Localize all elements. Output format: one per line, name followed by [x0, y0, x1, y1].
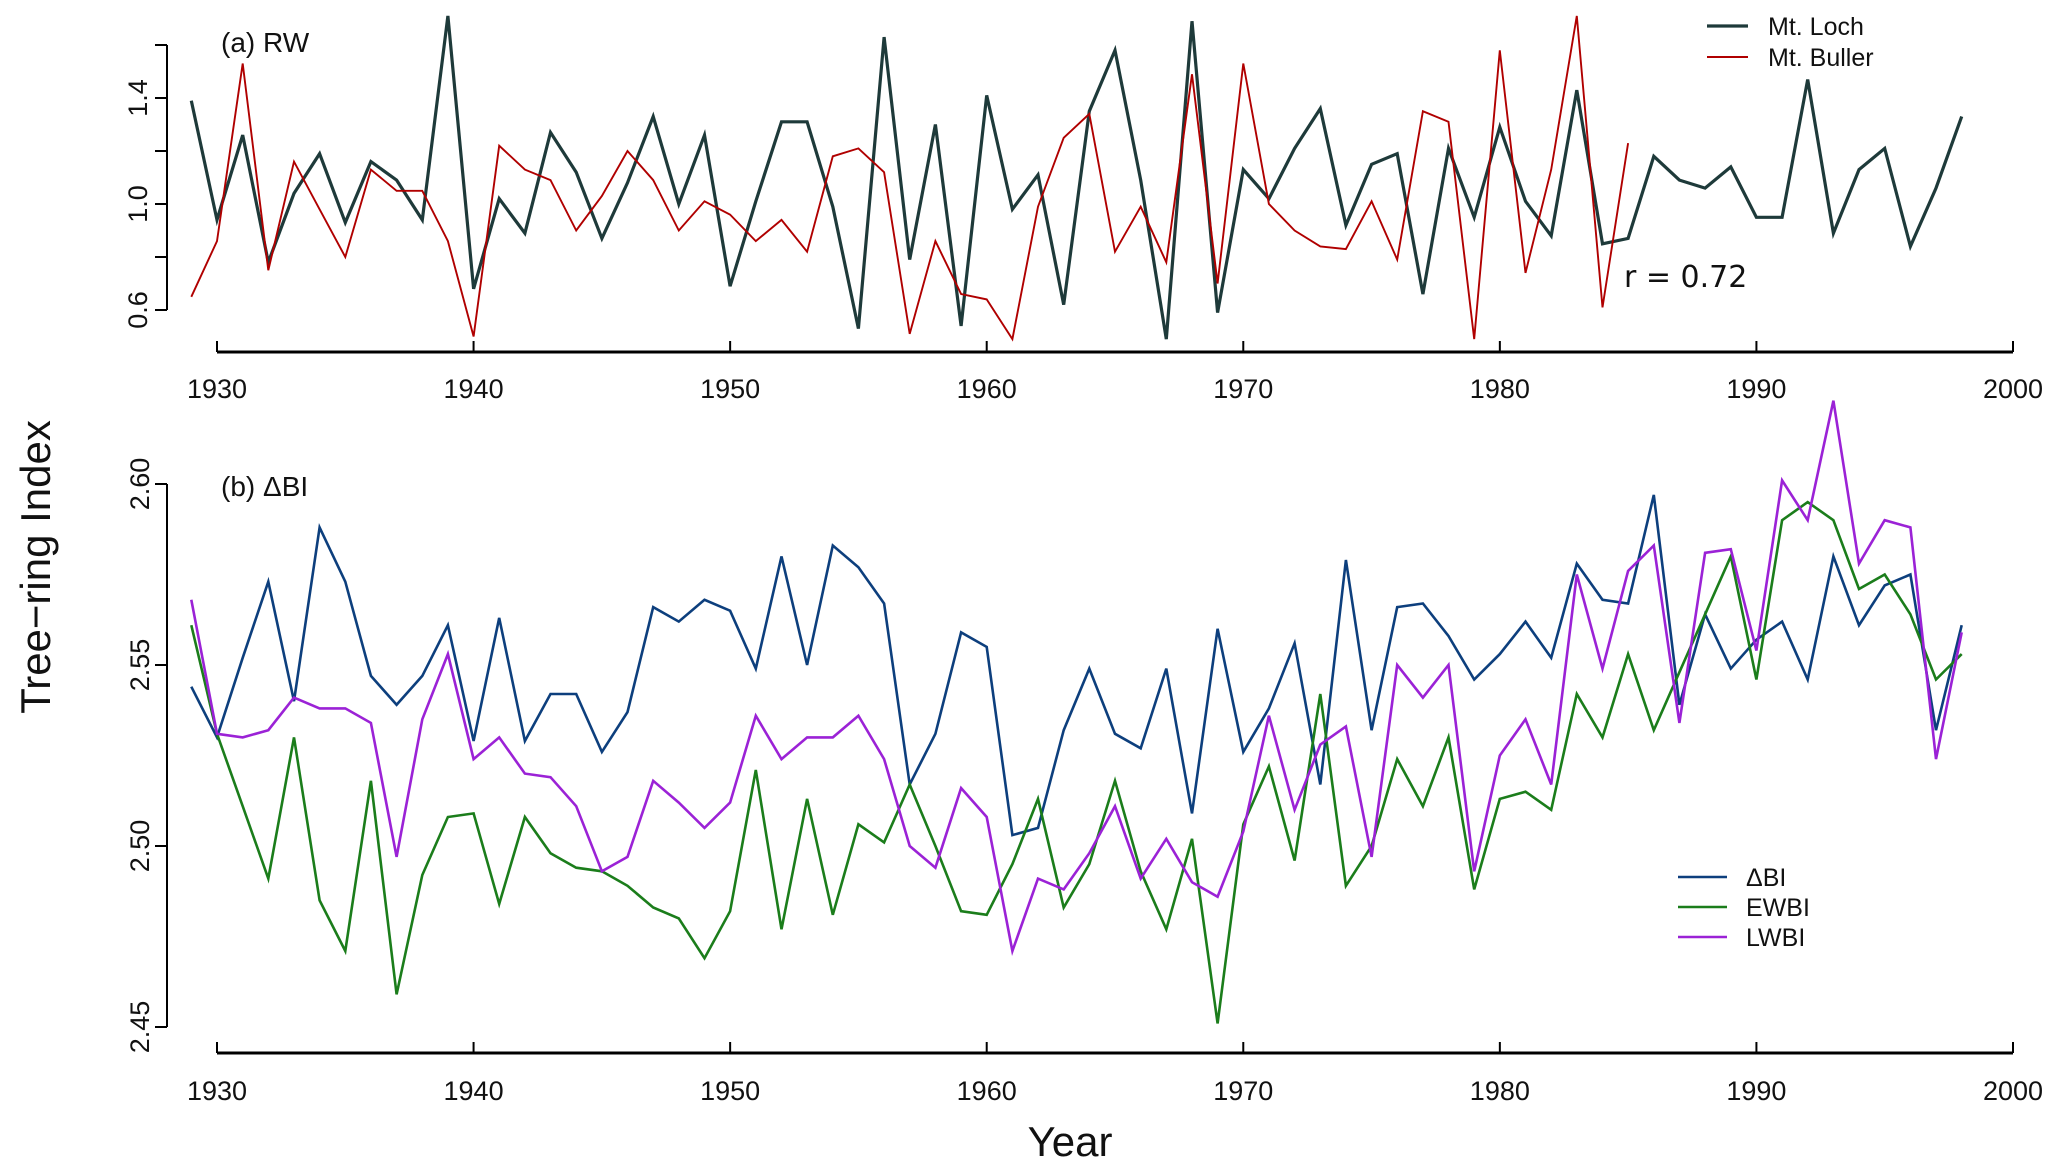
- x-tick-label: 2000: [1983, 374, 2043, 404]
- x-tick-label: 1970: [1213, 374, 1273, 404]
- x-tick-label: 1930: [187, 1076, 247, 1106]
- x-tick-label: 1950: [700, 374, 760, 404]
- x-tick-label: 2000: [1983, 1076, 2043, 1106]
- x-axis-title: Year: [1028, 1118, 1113, 1165]
- y-tick-label: 2.55: [125, 639, 155, 692]
- y-tick-label: 0.6: [123, 291, 153, 329]
- panel-title: (b) ΔBI: [221, 471, 308, 502]
- legend-label: Mt. Loch: [1768, 13, 1864, 41]
- x-tick-label: 1960: [957, 1076, 1017, 1106]
- x-tick-label: 1960: [957, 374, 1017, 404]
- y-axis-title: Tree−ring Index: [12, 420, 59, 714]
- panel-b-dbi: 1930 1940 1950 1960 1970 1980 1990 2000 2.45 2.50…: [125, 400, 2043, 1106]
- panel-title: (a) RW: [221, 27, 310, 58]
- x-tick-label: 1930: [187, 374, 247, 404]
- x-tick-label: 1950: [700, 1076, 760, 1106]
- legend-label: LWBI: [1746, 924, 1805, 952]
- series-line-mt-buller: [190, 15, 1630, 342]
- x-tick-label: 1970: [1213, 1076, 1273, 1106]
- legend-label: ΔBI: [1746, 864, 1786, 892]
- panel-a-rw: 1930 1940 1950 1960 1970 1980 1990 2000 0.6 1.0 1.…: [123, 13, 2043, 404]
- series-line--bi: [190, 494, 1963, 837]
- y-tick-label: 2.45: [125, 1001, 155, 1054]
- x-tick-label: 1980: [1470, 1076, 1530, 1106]
- y-tick-label: 1.4: [123, 79, 153, 117]
- correlation-annotation: r = 0.72: [1624, 260, 1747, 295]
- y-tick-label: 2.50: [125, 820, 155, 873]
- x-tick-label: 1940: [444, 1076, 504, 1106]
- x-tick-label: 1980: [1470, 374, 1530, 404]
- x-tick-label: 1990: [1726, 1076, 1786, 1106]
- legend-label: Mt. Buller: [1768, 44, 1874, 72]
- series-line-ewbi: [190, 500, 1963, 1024]
- legend-label: EWBI: [1746, 894, 1810, 922]
- series-line-lwbi: [190, 400, 1963, 956]
- x-tick-label: 1990: [1726, 374, 1786, 404]
- y-tick-label: 1.0: [123, 185, 153, 223]
- y-tick-label: 2.60: [125, 458, 155, 511]
- x-tick-label: 1940: [444, 374, 504, 404]
